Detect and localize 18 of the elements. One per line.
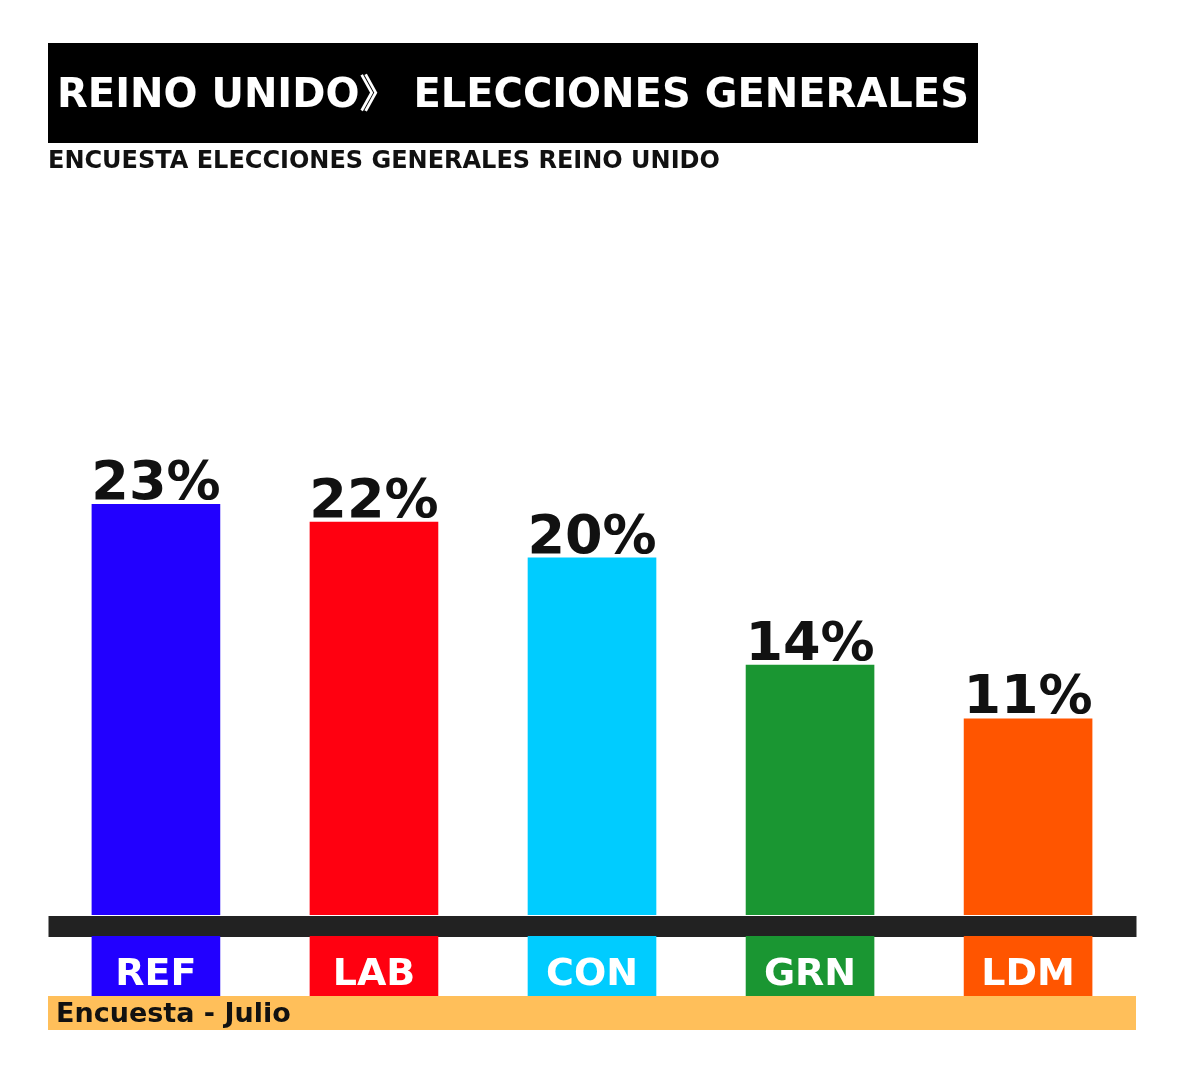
bar: [309, 521, 439, 915]
x-tick-label: REF: [115, 950, 197, 994]
text: Encuesta - Julio: [48, 996, 1136, 1030]
data-label: 20%: [527, 502, 657, 566]
data-label: 23%: [91, 449, 221, 512]
x-tick-label: GRN: [763, 950, 857, 994]
data-label: 11%: [963, 663, 1093, 727]
data-label: 22%: [309, 466, 439, 530]
bar: [745, 664, 875, 915]
data-label: 14%: [745, 609, 875, 673]
x-tick-label: CON: [546, 950, 638, 994]
bar: [91, 504, 221, 915]
bar: [963, 718, 1093, 915]
x-tick-label: LAB: [332, 950, 416, 994]
x-tick-label: LDM: [981, 950, 1075, 994]
chart-title: REINO UNIDO》 ELECCIONES GENERALES: [48, 43, 978, 143]
bar: [527, 557, 657, 915]
chart-subtitle: ENCUESTA ELECCIONES GENERALES REINO UNIDO: [48, 146, 720, 174]
